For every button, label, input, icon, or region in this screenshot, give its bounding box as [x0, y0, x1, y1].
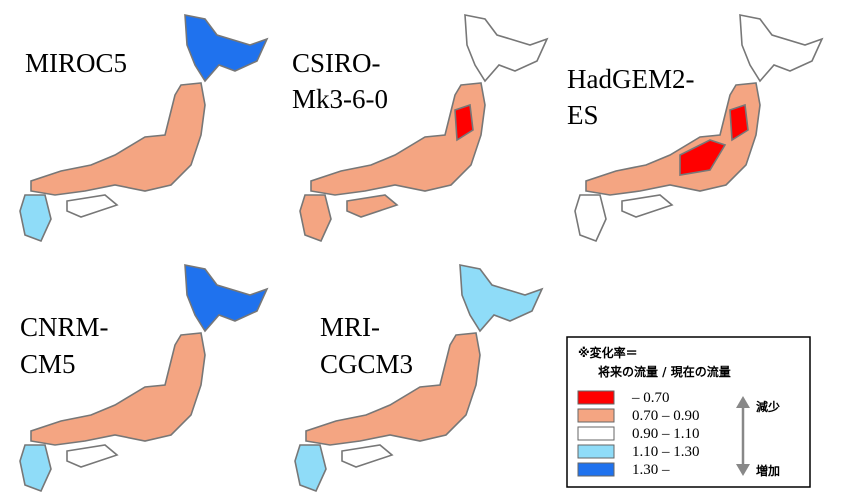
- model-label: MRI-: [320, 312, 380, 342]
- model-label: CM5: [20, 349, 76, 379]
- legend: ※変化率＝ 将来の流量 / 現在の流量 – 0.70 0.70 – 0.90 0.9…: [567, 337, 810, 487]
- legend-formula: 将来の流量 / 現在の流量: [598, 364, 731, 379]
- legend-swatch: [578, 445, 614, 458]
- model-label: CGCM3: [320, 349, 413, 379]
- model-label: MIROC5: [25, 48, 127, 78]
- legend-swatch: [578, 409, 614, 422]
- model-label: ES: [567, 100, 599, 130]
- increase-label: 増加: [756, 463, 780, 478]
- decrease-label: 減少: [756, 399, 780, 414]
- legend-swatch: [578, 391, 614, 404]
- legend-swatch: [578, 463, 614, 476]
- figure: MIROC5 CSIRO- Mk3-6-0 HadGEM2- ES CNRM- …: [0, 0, 843, 499]
- legend-label: 1.30 –: [632, 462, 670, 478]
- legend-label: 0.70 – 0.90: [632, 408, 700, 424]
- map-hadgem: [575, 15, 822, 241]
- legend-title: ※変化率＝: [578, 345, 638, 360]
- legend-swatch: [578, 427, 614, 440]
- model-label: HadGEM2-: [567, 64, 694, 94]
- legend-label: 1.10 – 1.30: [632, 444, 700, 460]
- model-label: CSIRO-: [292, 48, 381, 78]
- model-label: CNRM-: [20, 312, 109, 342]
- legend-label: 0.90 – 1.10: [632, 426, 700, 442]
- model-label: Mk3-6-0: [292, 84, 388, 114]
- legend-label: – 0.70: [631, 390, 670, 406]
